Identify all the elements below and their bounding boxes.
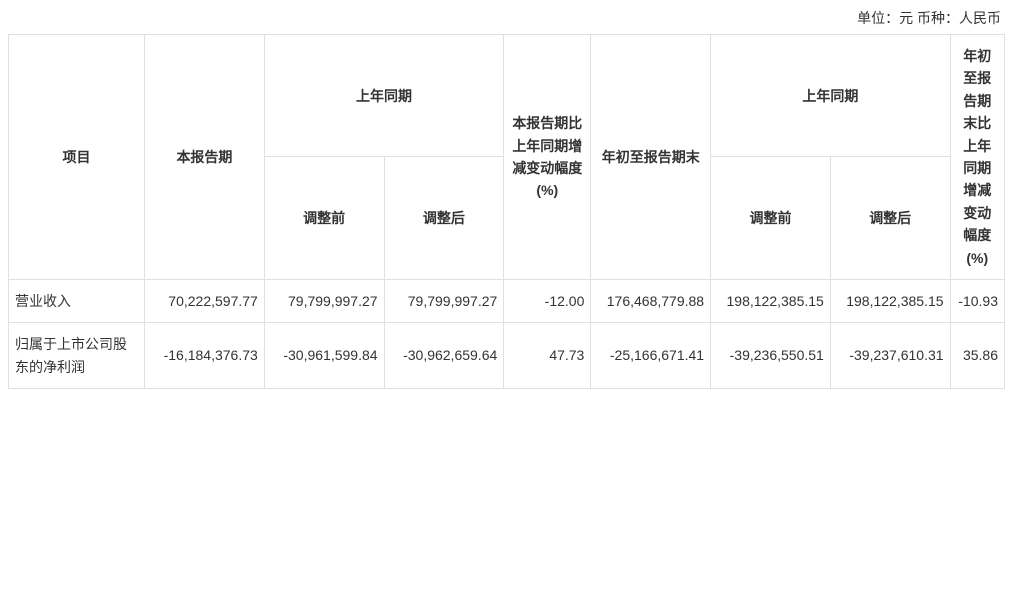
cell-pct1: 47.73 [504, 323, 591, 389]
unit-label: 单位：元 币种：人民币 [8, 8, 1005, 28]
header-ytd-end: 年初至报告期末 [591, 35, 711, 280]
header-prior-period-2: 上年同期 [711, 35, 950, 157]
cell-pct2: 35.86 [950, 323, 1004, 389]
cell-current: -16,184,376.73 [145, 323, 265, 389]
cell-prev-before: -30,961,599.84 [264, 323, 384, 389]
cell-ytd-prev-before: -39,236,550.51 [711, 323, 831, 389]
cell-ytd-prev-after: 198,122,385.15 [830, 279, 950, 322]
header-pct-change-ytd: 年初至报告期末比上年同期增减变动幅度(%) [950, 35, 1004, 280]
cell-current: 70,222,597.77 [145, 279, 265, 322]
cell-prev-after: -30,962,659.64 [384, 323, 504, 389]
row-label: 营业收入 [9, 279, 145, 322]
cell-pct1: -12.00 [504, 279, 591, 322]
cell-prev-after: 79,799,997.27 [384, 279, 504, 322]
cell-pct2: -10.93 [950, 279, 1004, 322]
cell-ytd: -25,166,671.41 [591, 323, 711, 389]
row-label: 归属于上市公司股东的净利润 [9, 323, 145, 389]
header-after-adj-1: 调整后 [384, 157, 504, 279]
cell-ytd-prev-before: 198,122,385.15 [711, 279, 831, 322]
cell-ytd-prev-after: -39,237,610.31 [830, 323, 950, 389]
header-before-adj-1: 调整前 [264, 157, 384, 279]
table-row: 归属于上市公司股东的净利润 -16,184,376.73 -30,961,599… [9, 323, 1005, 389]
financial-table: 项目 本报告期 上年同期 本报告期比上年同期增减变动幅度(%) 年初至报告期末 … [8, 34, 1005, 389]
header-before-adj-2: 调整前 [711, 157, 831, 279]
cell-prev-before: 79,799,997.27 [264, 279, 384, 322]
cell-ytd: 176,468,779.88 [591, 279, 711, 322]
header-item: 项目 [9, 35, 145, 280]
header-row-1: 项目 本报告期 上年同期 本报告期比上年同期增减变动幅度(%) 年初至报告期末 … [9, 35, 1005, 157]
header-after-adj-2: 调整后 [830, 157, 950, 279]
table-row: 营业收入 70,222,597.77 79,799,997.27 79,799,… [9, 279, 1005, 322]
header-pct-change-period: 本报告期比上年同期增减变动幅度(%) [504, 35, 591, 280]
header-prior-period-1: 上年同期 [264, 35, 503, 157]
header-current-period: 本报告期 [145, 35, 265, 280]
